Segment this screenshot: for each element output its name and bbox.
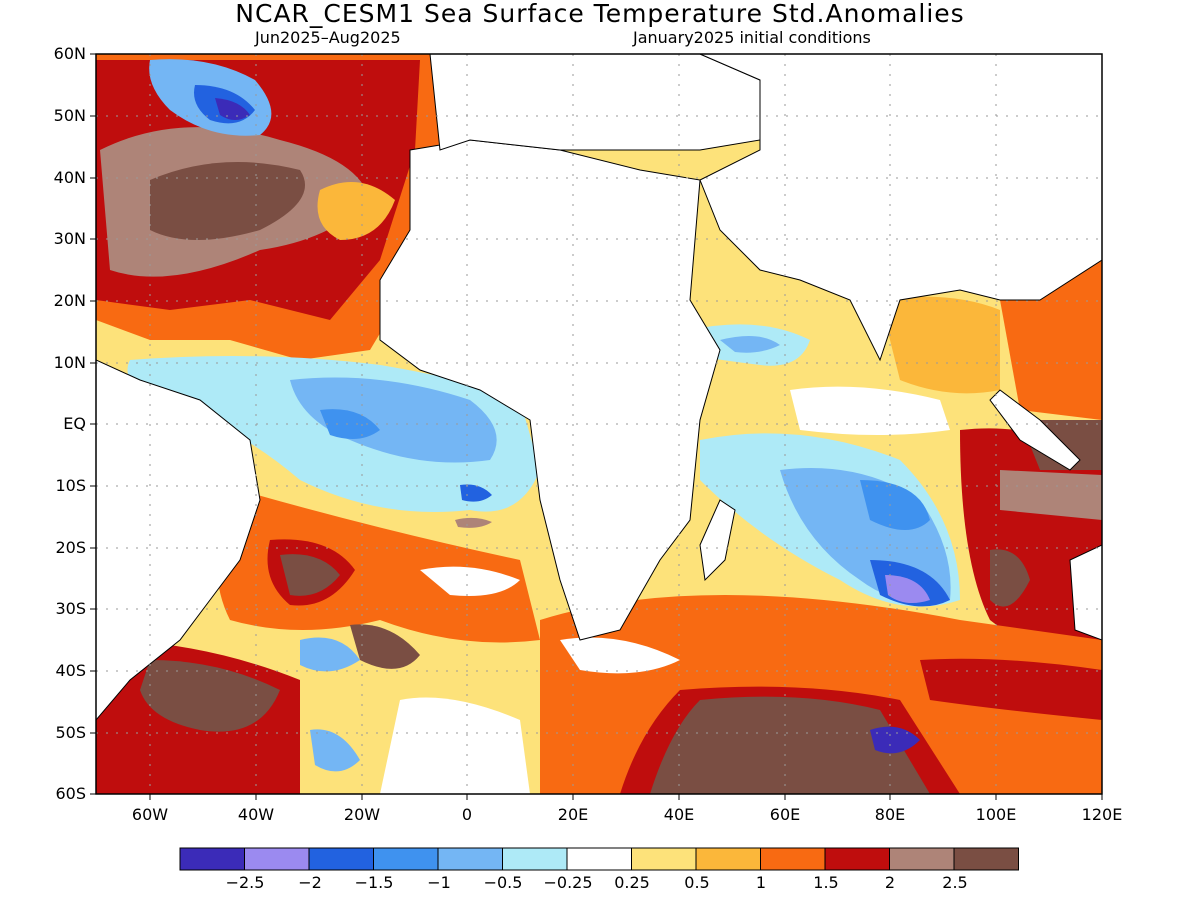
southern-ocean-warm [650, 696, 930, 794]
colorbar-swatch [760, 847, 826, 871]
lon-label: 100E [975, 805, 1017, 824]
colorbar-swatch [244, 847, 310, 871]
lat-label: 50S [55, 723, 86, 742]
season-subtitle: Jun2025–Aug2025 [255, 28, 401, 47]
colorbar-label: 0.5 [684, 873, 710, 892]
colorbar-swatch [824, 847, 890, 871]
graticule [96, 54, 1102, 794]
colorbar-label: 1.5 [813, 873, 839, 892]
europe-land [429, 54, 761, 151]
lat-label: 40N [53, 168, 86, 187]
colorbar-swatch [889, 847, 955, 871]
lon-label: 120E [1081, 805, 1123, 824]
lon-label: 80E [874, 805, 906, 824]
lat-label: 20S [55, 538, 86, 557]
south-america-land [96, 359, 261, 721]
initial-conditions-subtitle: January2025 initial conditions [633, 28, 871, 47]
colorbar-label: 2 [884, 873, 896, 892]
lon-label: 60E [769, 805, 801, 824]
lon-label: 20E [557, 805, 589, 824]
lat-label: 50N [53, 106, 86, 125]
colorbar-label: 0.25 [614, 873, 650, 892]
colorbar-swatch [502, 847, 568, 871]
lat-label: 40S [55, 661, 86, 680]
lat-label: 10N [53, 353, 86, 372]
lat-label: 30N [53, 229, 86, 248]
lat-label: EQ [63, 414, 86, 433]
lon-label: 40E [663, 805, 695, 824]
lat-label: 60S [55, 784, 86, 803]
lat-label: 20N [53, 291, 86, 310]
colorbar-label: −0.5 [483, 873, 523, 892]
lon-label: 20W [343, 805, 381, 824]
axis-ticks [90, 53, 1103, 800]
lon-label: 0 [461, 805, 473, 824]
land-masses [96, 54, 1102, 721]
lon-label: 60W [131, 805, 169, 824]
colorbar-label: −2 [298, 873, 322, 892]
lon-label: 40W [237, 805, 275, 824]
colorbar-label: 1 [755, 873, 767, 892]
lat-label: 10S [55, 476, 86, 495]
madagascar-land [699, 499, 736, 582]
colorbar-swatch [566, 847, 632, 871]
colorbar-swatch [631, 847, 697, 871]
australia-land [1069, 544, 1102, 641]
sumatra-land [989, 389, 1081, 471]
colorbar-swatch [308, 847, 374, 871]
colorbar-label: −1 [427, 873, 451, 892]
colorbar [179, 847, 1019, 871]
colorbar-swatch [437, 847, 503, 871]
colorbar-swatch [953, 847, 1019, 871]
lat-label: 60N [53, 44, 86, 63]
colorbar-swatch [179, 847, 245, 871]
map-title: NCAR_CESM1 Sea Surface Temperature Std.A… [235, 0, 965, 28]
colorbar-label: −0.25 [543, 873, 593, 892]
colorbar-label: −2.5 [225, 873, 265, 892]
colorbar-swatch [373, 847, 439, 871]
lat-label: 30S [55, 599, 86, 618]
colorbar-swatch [695, 847, 761, 871]
africa-land [379, 139, 721, 641]
colorbar-label: −1.5 [354, 873, 394, 892]
colorbar-label: 2.5 [942, 873, 968, 892]
asia-land [699, 54, 1102, 362]
